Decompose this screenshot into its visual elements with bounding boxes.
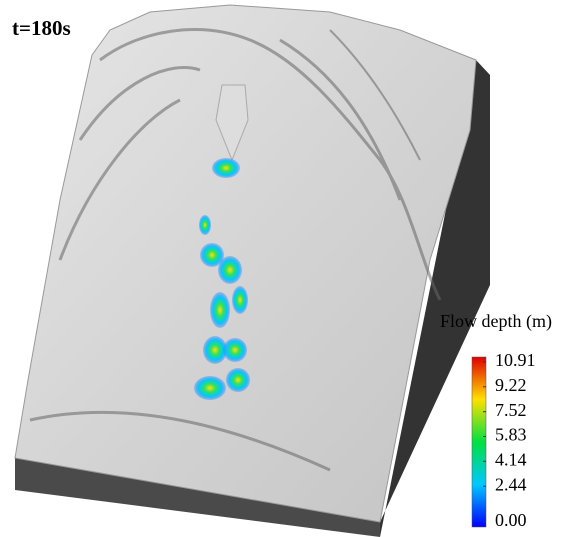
colorbar-tick-label: 10.91 xyxy=(495,350,536,370)
figure: t=180s Flow depth (m) 0.00 2.44 4.14 5.83 7.… xyxy=(0,0,588,537)
colorbar-tick-label: 9.22 xyxy=(495,375,527,395)
colorbar-title: Flow depth (m) xyxy=(440,311,552,332)
colorbar-tick-label: 4.14 xyxy=(495,449,527,469)
colorbar-tick-label: 0.00 xyxy=(495,510,527,530)
colorbar-tick-label: 5.83 xyxy=(495,425,527,445)
colorbar-tick-label: 2.44 xyxy=(495,474,527,494)
colorbar xyxy=(472,357,486,527)
colorbar-tick-label: 7.52 xyxy=(495,400,527,420)
figure-canvas: t=180s Flow depth (m) 0.00 2.44 4.14 5.83 7.… xyxy=(0,0,588,537)
time-label: t=180s xyxy=(12,16,71,40)
